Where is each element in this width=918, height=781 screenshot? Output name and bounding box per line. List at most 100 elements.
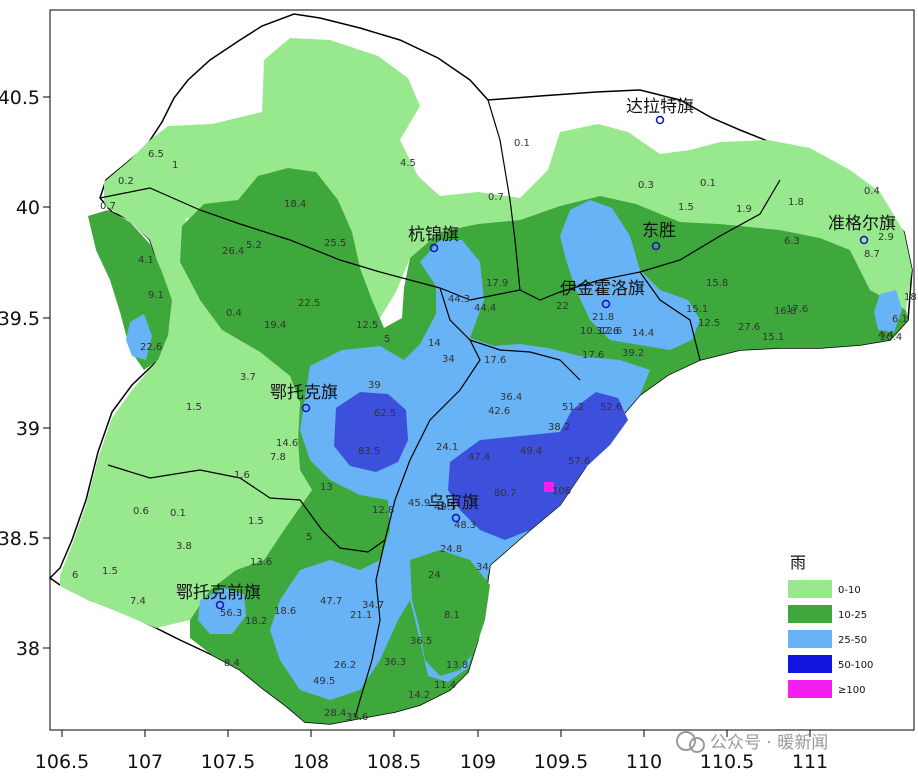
station-value: 36.5 [410,636,432,647]
station-value: 34 [476,562,489,573]
station-value: 12.6 [597,326,619,337]
station-value: 12.8 [372,505,394,516]
city-markers [215,115,869,610]
lon-tick-label: 111 [792,751,828,773]
station-value: 12.5 [698,318,720,329]
lon-tick-label: 109.5 [534,751,588,773]
station-value: 14 [428,338,441,349]
legend-swatch-50-100 [788,655,832,673]
city-label-wushen: 乌审旗 [428,493,479,513]
station-value: 24.1 [436,442,458,453]
station-value: 24.8 [440,544,462,555]
station-value: 6.3 [784,236,800,247]
station-value: 44.4 [474,303,496,314]
city-label-zhungeer: 准格尔旗 [828,214,896,234]
city-marker-zhungeer [859,235,869,245]
station-value: 1.5 [248,516,264,527]
station-value: 13.8 [446,660,468,671]
legend-label: 0-10 [838,585,861,596]
station-value: 21.8 [592,312,614,323]
station-value: 2.9 [878,232,894,243]
station-value: 56.3 [220,608,242,619]
city-marker-dongsheng [651,241,661,251]
station-value: 17.6 [582,350,604,361]
station-value: 18.4 [284,199,306,210]
legend-swatch-0-10 [788,580,832,598]
legend-swatch-10-25 [788,605,832,623]
station-value: 0.7 [488,192,504,203]
station-value: 5 [306,532,312,543]
station-value: 4.1 [138,255,154,266]
station-value: 36.4 [500,392,522,403]
station-value: 14.6 [276,438,298,449]
lon-tick-label: 107.5 [201,751,255,773]
rain-zone-25-50-ne1 [560,200,700,350]
station-value: 80.7 [494,488,516,499]
station-value: 1.5 [678,202,694,213]
city-marker-wushen [451,513,461,523]
station-value: 28.4 [324,708,346,719]
station-value: 47.7 [320,596,342,607]
station-value: 19.4 [264,320,286,331]
station-value: 7.4 [130,596,146,607]
lat-tick-label: 40.5 [0,87,40,109]
station-value: 9.1 [148,290,164,301]
rain-zone-50-100-a [334,392,408,472]
station-value: 8.4 [224,658,240,669]
lat-tick-label: 40 [16,197,40,219]
station-value: 0.7 [100,201,116,212]
station-value: 1.6 [234,470,250,481]
station-value: 38.2 [548,422,570,433]
station-value: 26.4 [222,246,244,257]
station-value: 106 [552,486,571,497]
station-value: 8.1 [444,610,460,621]
station-value: 1.5 [186,402,202,413]
city-marker-etuoke [301,403,311,413]
station-value: 22.6 [140,342,162,353]
station-value: 57.6 [568,456,590,467]
watermark: 公众号 · 暖新闻 [676,731,828,753]
rain-zone-100-plus [544,482,554,492]
wechat-icon [676,731,696,751]
station-value: 18.2 [245,616,267,627]
city-marker-dalate [655,115,665,125]
station-value: 6.1 [892,314,908,325]
station-value: 14.2 [408,690,430,701]
station-value: 5 [384,334,390,345]
station-value: 62.5 [374,408,396,419]
station-value: 16.8 [774,306,796,317]
lat-tick-label: 38 [16,638,40,660]
station-value: 1.5 [102,566,118,577]
station-value: 34 [442,354,455,365]
city-marker-etuokeqian [215,600,225,610]
city-label-etuoke: 鄂托克旗 [270,383,338,403]
station-value: 47.4 [468,452,490,463]
station-value: 34.7 [362,600,384,611]
legend-swatch-100-plus [788,680,832,698]
station-value: 15.1 [762,332,784,343]
lon-tick-label: 108.5 [367,751,421,773]
station-value: 83.5 [358,446,380,457]
station-value: 15.8 [706,278,728,289]
station-value: 18.6 [274,606,296,617]
lon-tick-label: 109 [460,751,496,773]
station-value: 24 [428,570,441,581]
station-value: 0.3 [638,180,654,191]
station-value: 1.8 [788,197,804,208]
station-value: 6 [72,570,78,581]
city-marker-yijinhuoluo [601,299,611,309]
watermark-text: 公众号 · 暖新闻 [710,733,828,753]
plot-frame [49,9,915,731]
station-value: 21.1 [350,610,372,621]
station-value: 13 [320,482,333,493]
station-value: 36.3 [384,657,406,668]
city-label-etuokeqian: 鄂托克前旗 [176,583,261,603]
station-value: 3.8 [176,541,192,552]
station-value: 48.3 [454,520,476,531]
station-value: 42.6 [488,406,510,417]
lat-tick-label: 39 [16,418,40,440]
lon-tick-label: 110 [626,751,662,773]
station-value: 18.9 [904,292,918,303]
station-value: 22.5 [298,298,320,309]
